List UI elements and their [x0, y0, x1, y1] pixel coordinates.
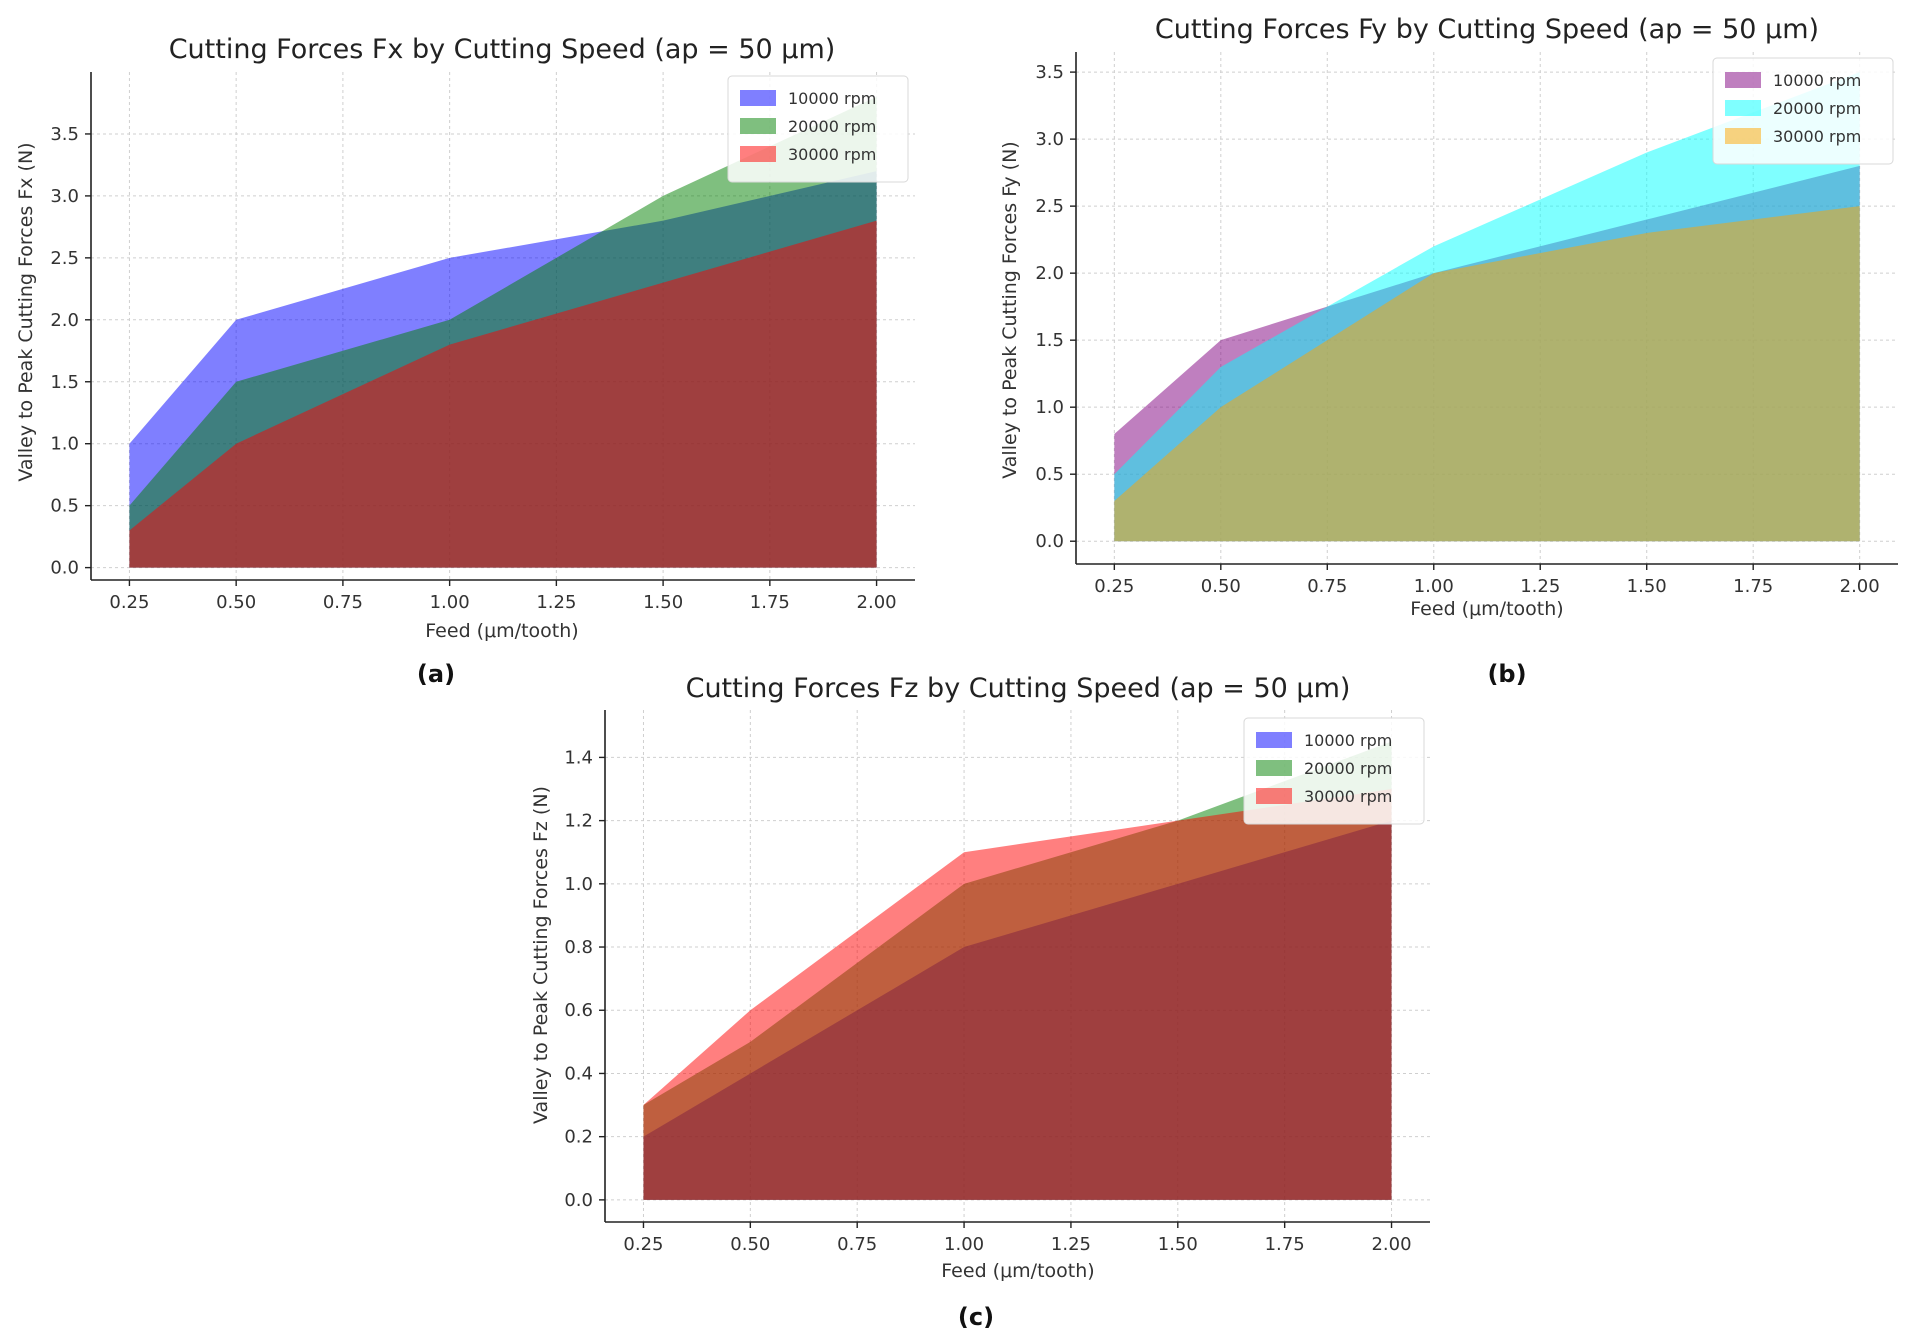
x-tick-label: 2.00	[1371, 1234, 1411, 1255]
y-tick-label: 1.2	[564, 811, 593, 832]
x-tick-label: 2.00	[857, 592, 897, 613]
legend-label: 10000 rpm	[788, 89, 876, 108]
y-tick-label: 3.0	[50, 186, 79, 207]
x-tick-label: 0.25	[1094, 576, 1134, 597]
x-tick-label: 0.50	[1201, 576, 1241, 597]
x-tick-label: 1.50	[643, 592, 683, 613]
x-axis-label: Feed (μm/tooth)	[1410, 598, 1563, 620]
y-tick-label: 1.5	[1035, 330, 1064, 351]
y-tick-label: 3.5	[50, 124, 79, 145]
y-tick-label: 0.5	[50, 496, 79, 517]
y-tick-label: 0.6	[564, 1000, 593, 1021]
x-tick-label: 1.00	[1414, 576, 1454, 597]
y-tick-label: 2.5	[50, 248, 79, 269]
panel-label: (a)	[417, 660, 455, 688]
x-axis-label: Feed (μm/tooth)	[941, 1260, 1094, 1282]
legend-swatch	[1725, 128, 1761, 144]
chart-title: Cutting Forces Fy by Cutting Speed (ap =…	[1155, 14, 1819, 45]
x-tick-label: 0.75	[837, 1234, 877, 1255]
panel-label: (b)	[1487, 660, 1526, 688]
y-tick-label: 3.0	[1035, 129, 1064, 150]
legend-swatch	[1725, 72, 1761, 88]
x-tick-label: 1.75	[1733, 576, 1773, 597]
legend-label: 30000 rpm	[1304, 787, 1392, 806]
legend-swatch	[740, 146, 776, 162]
area-series-30000-rpm	[643, 789, 1392, 1200]
x-tick-label: 1.50	[1627, 576, 1667, 597]
legend-label: 10000 rpm	[1773, 71, 1861, 90]
y-tick-label: 0.2	[564, 1127, 593, 1148]
x-tick-label: 1.25	[1051, 1234, 1091, 1255]
x-tick-label: 0.50	[216, 592, 256, 613]
chart-fz: Cutting Forces Fz by Cutting Speed (ap =…	[530, 673, 1430, 1331]
legend: 10000 rpm 20000 rpm 30000 rpm	[1712, 57, 1894, 165]
plot-area: 0.25 0.50 0.75 1.00 1.25 1.50 1.75 2.00 0.0 0.5 1.…	[1035, 52, 1898, 597]
y-tick-label: 2.0	[50, 310, 79, 331]
chart-title: Cutting Forces Fx by Cutting Speed (ap =…	[169, 34, 836, 65]
x-tick-label: 1.25	[536, 592, 576, 613]
y-tick-label: 2.0	[1035, 263, 1064, 284]
y-tick-label: 0.0	[564, 1190, 593, 1211]
legend-label: 30000 rpm	[1773, 127, 1861, 146]
legend-swatch	[740, 90, 776, 106]
legend-label: 30000 rpm	[788, 145, 876, 164]
y-tick-label: 0.0	[1035, 531, 1064, 552]
area-series-30000-rpm	[129, 220, 877, 568]
y-axis-label: Valley to Peak Cutting Forces Fz (N)	[530, 786, 552, 1124]
legend-swatch	[1725, 100, 1761, 116]
x-tick-label: 0.75	[323, 592, 363, 613]
legend-label: 10000 rpm	[1304, 731, 1392, 750]
y-tick-label: 3.5	[1035, 62, 1064, 83]
x-tick-label: 1.00	[430, 592, 470, 613]
x-tick-label: 1.75	[1265, 1234, 1305, 1255]
legend: 10000 rpm 20000 rpm 30000 rpm	[1243, 717, 1425, 825]
x-tick-label: 1.75	[750, 592, 790, 613]
x-tick-label: 0.25	[623, 1234, 663, 1255]
legend-label: 20000 rpm	[1773, 99, 1861, 118]
plot-area: 0.25 0.50 0.75 1.00 1.25 1.50 1.75 2.00 0.0 0.5 1.…	[50, 72, 915, 613]
y-axis-label: Valley to Peak Cutting Forces Fy (N)	[999, 141, 1021, 478]
x-axis-label: Feed (μm/tooth)	[425, 620, 578, 642]
legend: 10000 rpm 20000 rpm 30000 rpm	[727, 75, 909, 183]
legend-swatch	[740, 118, 776, 134]
x-tick-label: 1.00	[944, 1234, 984, 1255]
chart-fx: Cutting Forces Fx by Cutting Speed (ap =…	[15, 34, 915, 688]
x-tick-label: 0.25	[109, 592, 149, 613]
legend-swatch	[1256, 732, 1292, 748]
plot-area: 0.25 0.50 0.75 1.00 1.25 1.50 1.75 2.00 0.0 0.2 0.…	[564, 710, 1430, 1255]
chart-fy: Cutting Forces Fy by Cutting Speed (ap =…	[999, 14, 1898, 688]
y-tick-label: 1.0	[1035, 397, 1064, 418]
area-series-30000-rpm	[1114, 206, 1860, 542]
y-tick-label: 1.0	[50, 434, 79, 455]
x-tick-label: 2.00	[1840, 576, 1880, 597]
legend-label: 20000 rpm	[788, 117, 876, 136]
y-tick-label: 0.4	[564, 1063, 593, 1084]
x-tick-label: 1.50	[1158, 1234, 1198, 1255]
y-axis-label: Valley to Peak Cutting Forces Fx (N)	[15, 142, 37, 481]
y-tick-label: 0.8	[564, 937, 593, 958]
x-tick-label: 1.25	[1520, 576, 1560, 597]
y-tick-label: 2.5	[1035, 196, 1064, 217]
legend-swatch	[1256, 760, 1292, 776]
y-tick-label: 1.4	[564, 747, 593, 768]
y-tick-label: 0.0	[50, 558, 79, 579]
y-tick-label: 1.5	[50, 372, 79, 393]
y-tick-label: 0.5	[1035, 464, 1064, 485]
x-tick-label: 0.50	[730, 1234, 770, 1255]
legend-label: 20000 rpm	[1304, 759, 1392, 778]
x-tick-label: 0.75	[1307, 576, 1347, 597]
y-tick-label: 1.0	[564, 874, 593, 895]
legend-swatch	[1256, 788, 1292, 804]
chart-title: Cutting Forces Fz by Cutting Speed (ap =…	[686, 673, 1351, 704]
panel-label: (c)	[958, 1303, 994, 1331]
